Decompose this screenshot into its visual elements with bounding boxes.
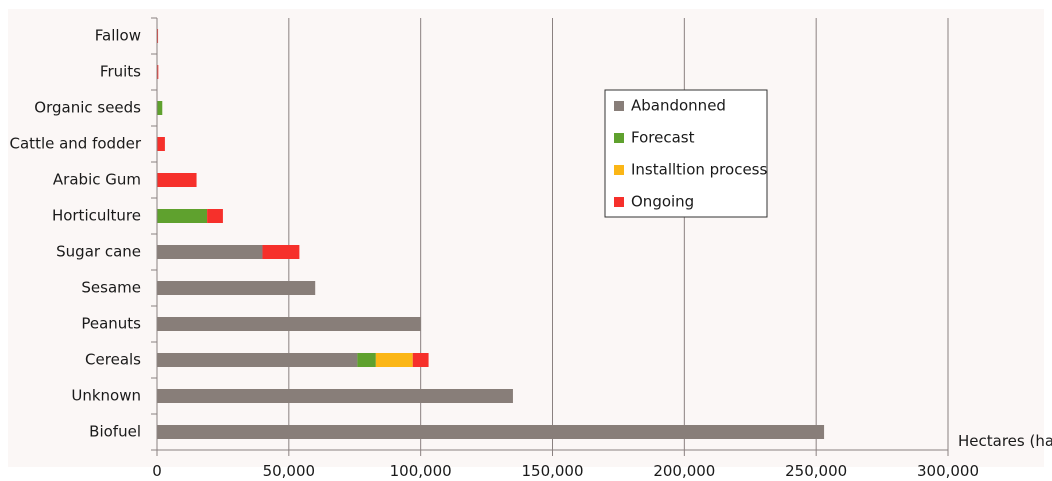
category-label-11: Biofuel xyxy=(89,423,141,441)
legend-label-2: Installtion process xyxy=(631,161,767,179)
legend-swatch-2 xyxy=(614,165,624,175)
axes xyxy=(151,17,949,456)
bar-11-0 xyxy=(157,425,825,439)
bar-10-0 xyxy=(157,389,513,403)
bar-9-1 xyxy=(357,353,376,367)
x-tick-label-3: 150,000 xyxy=(521,462,583,480)
legend-swatch-1 xyxy=(614,133,624,143)
bar-1-3 xyxy=(157,65,159,79)
legend-label-1: Forecast xyxy=(631,129,695,147)
category-label-9: Cereals xyxy=(85,351,141,369)
bar-3-3 xyxy=(157,137,165,151)
bar-4-3 xyxy=(157,173,197,187)
bar-0-3 xyxy=(157,29,159,43)
bars xyxy=(157,29,825,439)
x-tick-label-6: 300,000 xyxy=(917,462,979,480)
legend-swatch-3 xyxy=(614,197,624,207)
category-label-8: Peanuts xyxy=(81,315,141,333)
legend-box xyxy=(604,89,768,218)
category-label-1: Fruits xyxy=(100,63,141,81)
legend-label-0: Abandonned xyxy=(631,97,726,115)
bar-6-3 xyxy=(262,245,300,259)
x-axis-title: Hectares (ha) xyxy=(958,432,1052,450)
bar-2-1 xyxy=(157,101,163,115)
category-label-10: Unknown xyxy=(71,387,141,405)
bar-5-3 xyxy=(207,209,223,223)
x-tick-labels: 0 50,000 100,000 150,000 200,000 250,000 300,0… xyxy=(152,462,979,480)
bar-7-0 xyxy=(157,281,316,295)
legend: Abandonned Forecast Installtion process Ong… xyxy=(604,89,768,218)
category-label-6: Sugar cane xyxy=(56,243,141,261)
x-tick-label-1: 50,000 xyxy=(263,462,316,480)
bar-9-2 xyxy=(375,353,413,367)
category-label-0: Fallow xyxy=(95,27,141,45)
bar-8-0 xyxy=(157,317,421,331)
legend-label-3: Ongoing xyxy=(631,193,694,211)
x-tick-label-0: 0 xyxy=(152,462,162,480)
category-label-2: Organic seeds xyxy=(34,99,141,117)
category-label-3: Cattle and fodder xyxy=(10,135,142,153)
category-label-7: Sesame xyxy=(81,279,141,297)
x-tick-label-5: 250,000 xyxy=(785,462,847,480)
bar-6-0 xyxy=(157,245,263,259)
bar-5-1 xyxy=(157,209,208,223)
x-tick-label-4: 200,000 xyxy=(653,462,715,480)
category-label-5: Horticulture xyxy=(52,207,141,225)
category-labels: Fallow Fruits Organic seeds Cattle and fodd… xyxy=(10,27,142,441)
bar-9-3 xyxy=(412,353,429,367)
category-label-4: Arabic Gum xyxy=(53,171,141,189)
legend-swatch-0 xyxy=(614,101,624,111)
bar-9-0 xyxy=(157,353,358,367)
x-tick-label-2: 100,000 xyxy=(390,462,452,480)
